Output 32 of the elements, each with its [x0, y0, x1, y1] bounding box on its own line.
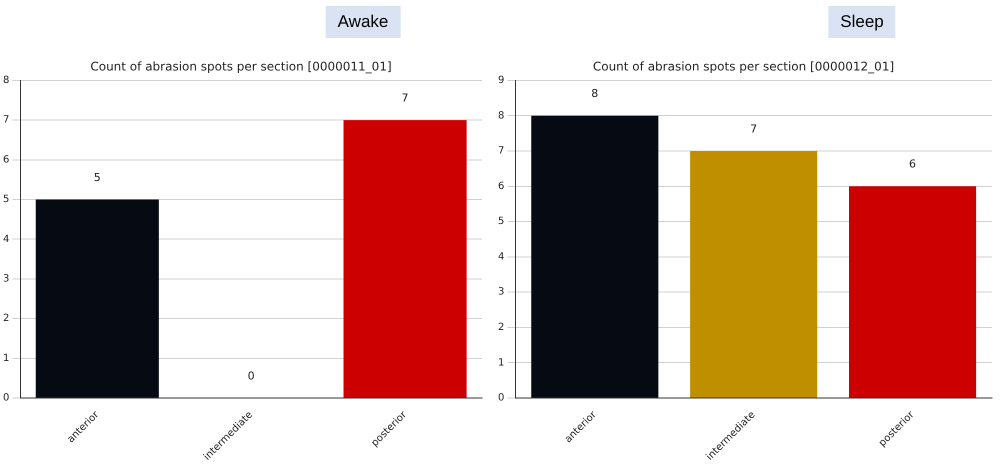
bar	[690, 150, 818, 398]
y-tick-label: 3	[2, 274, 10, 285]
data-label: 7	[402, 91, 409, 104]
y-tick-label: 6	[2, 154, 10, 166]
chart-title: Count of abrasion spots per section [0000011_01]	[90, 59, 392, 74]
bar	[849, 186, 976, 398]
chart-subtitle: Sleep	[828, 6, 896, 38]
data-label: 5	[94, 170, 101, 184]
data-label: 6	[909, 158, 916, 171]
y-tick-label: 1	[498, 357, 504, 368]
bar	[531, 116, 658, 398]
y-tick-label: 3	[498, 286, 504, 298]
y-tick-label: 0	[498, 392, 504, 404]
y-tick-label: 9	[498, 74, 504, 86]
chart-subtitle: Awake	[326, 6, 400, 38]
data-label: 8	[591, 87, 598, 100]
data-label: 0	[248, 369, 255, 382]
y-tick-label: 6	[498, 180, 504, 192]
y-tick-label: 7	[498, 146, 504, 157]
y-tick-label: 0	[2, 392, 10, 404]
y-tick-label: 2	[498, 322, 504, 334]
y-tick-label: 8	[2, 74, 10, 86]
y-tick-label: 4	[2, 234, 10, 245]
data-label: 7	[750, 122, 758, 136]
y-tick-label: 4	[498, 251, 504, 262]
chart-title: Count of abrasion spots per section [0000012_01]	[592, 59, 894, 74]
y-tick-label: 2	[2, 313, 10, 324]
y-tick-label: 7	[2, 114, 10, 126]
y-tick-label: 5	[2, 194, 10, 206]
y-tick-label: 8	[498, 110, 504, 122]
y-tick-label: 5	[498, 216, 504, 228]
y-tick-label: 1	[2, 352, 10, 364]
